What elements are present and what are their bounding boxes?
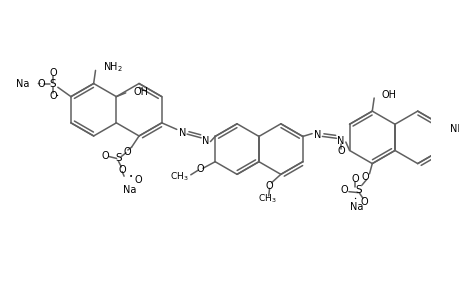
Text: N: N [337,136,344,146]
Text: NH: NH [449,124,459,134]
Text: S: S [50,80,56,89]
Text: O: O [123,147,130,157]
Text: $^\bullet$: $^\bullet$ [54,94,59,100]
Text: CH$_3$: CH$_3$ [170,170,189,183]
Text: O: O [360,197,368,207]
Text: $^\bullet$: $^\bullet$ [351,196,356,202]
Text: S: S [115,153,122,164]
Text: Na: Na [123,185,136,195]
Text: OH: OH [381,90,396,100]
Text: O: O [351,175,358,184]
Text: O: O [336,146,344,156]
Text: O: O [37,80,45,89]
Text: O: O [49,91,57,101]
Text: CH$_3$: CH$_3$ [258,192,276,205]
Text: O: O [49,68,57,78]
Text: NH$_2$: NH$_2$ [103,60,123,74]
Text: Na: Na [349,202,362,212]
Text: O: O [265,181,273,190]
Text: $^\bullet$O: $^\bullet$O [127,173,143,185]
Text: N: N [202,136,209,146]
Text: N: N [178,128,185,138]
Text: Na: Na [17,80,30,89]
Text: N: N [313,130,321,140]
Text: $^+$: $^+$ [35,81,41,87]
Text: O: O [196,164,203,174]
Text: O: O [101,151,109,160]
Text: OH: OH [133,87,148,97]
Text: O: O [340,185,347,195]
Text: O: O [118,165,126,175]
Text: S: S [354,185,361,195]
Text: O: O [361,172,369,182]
